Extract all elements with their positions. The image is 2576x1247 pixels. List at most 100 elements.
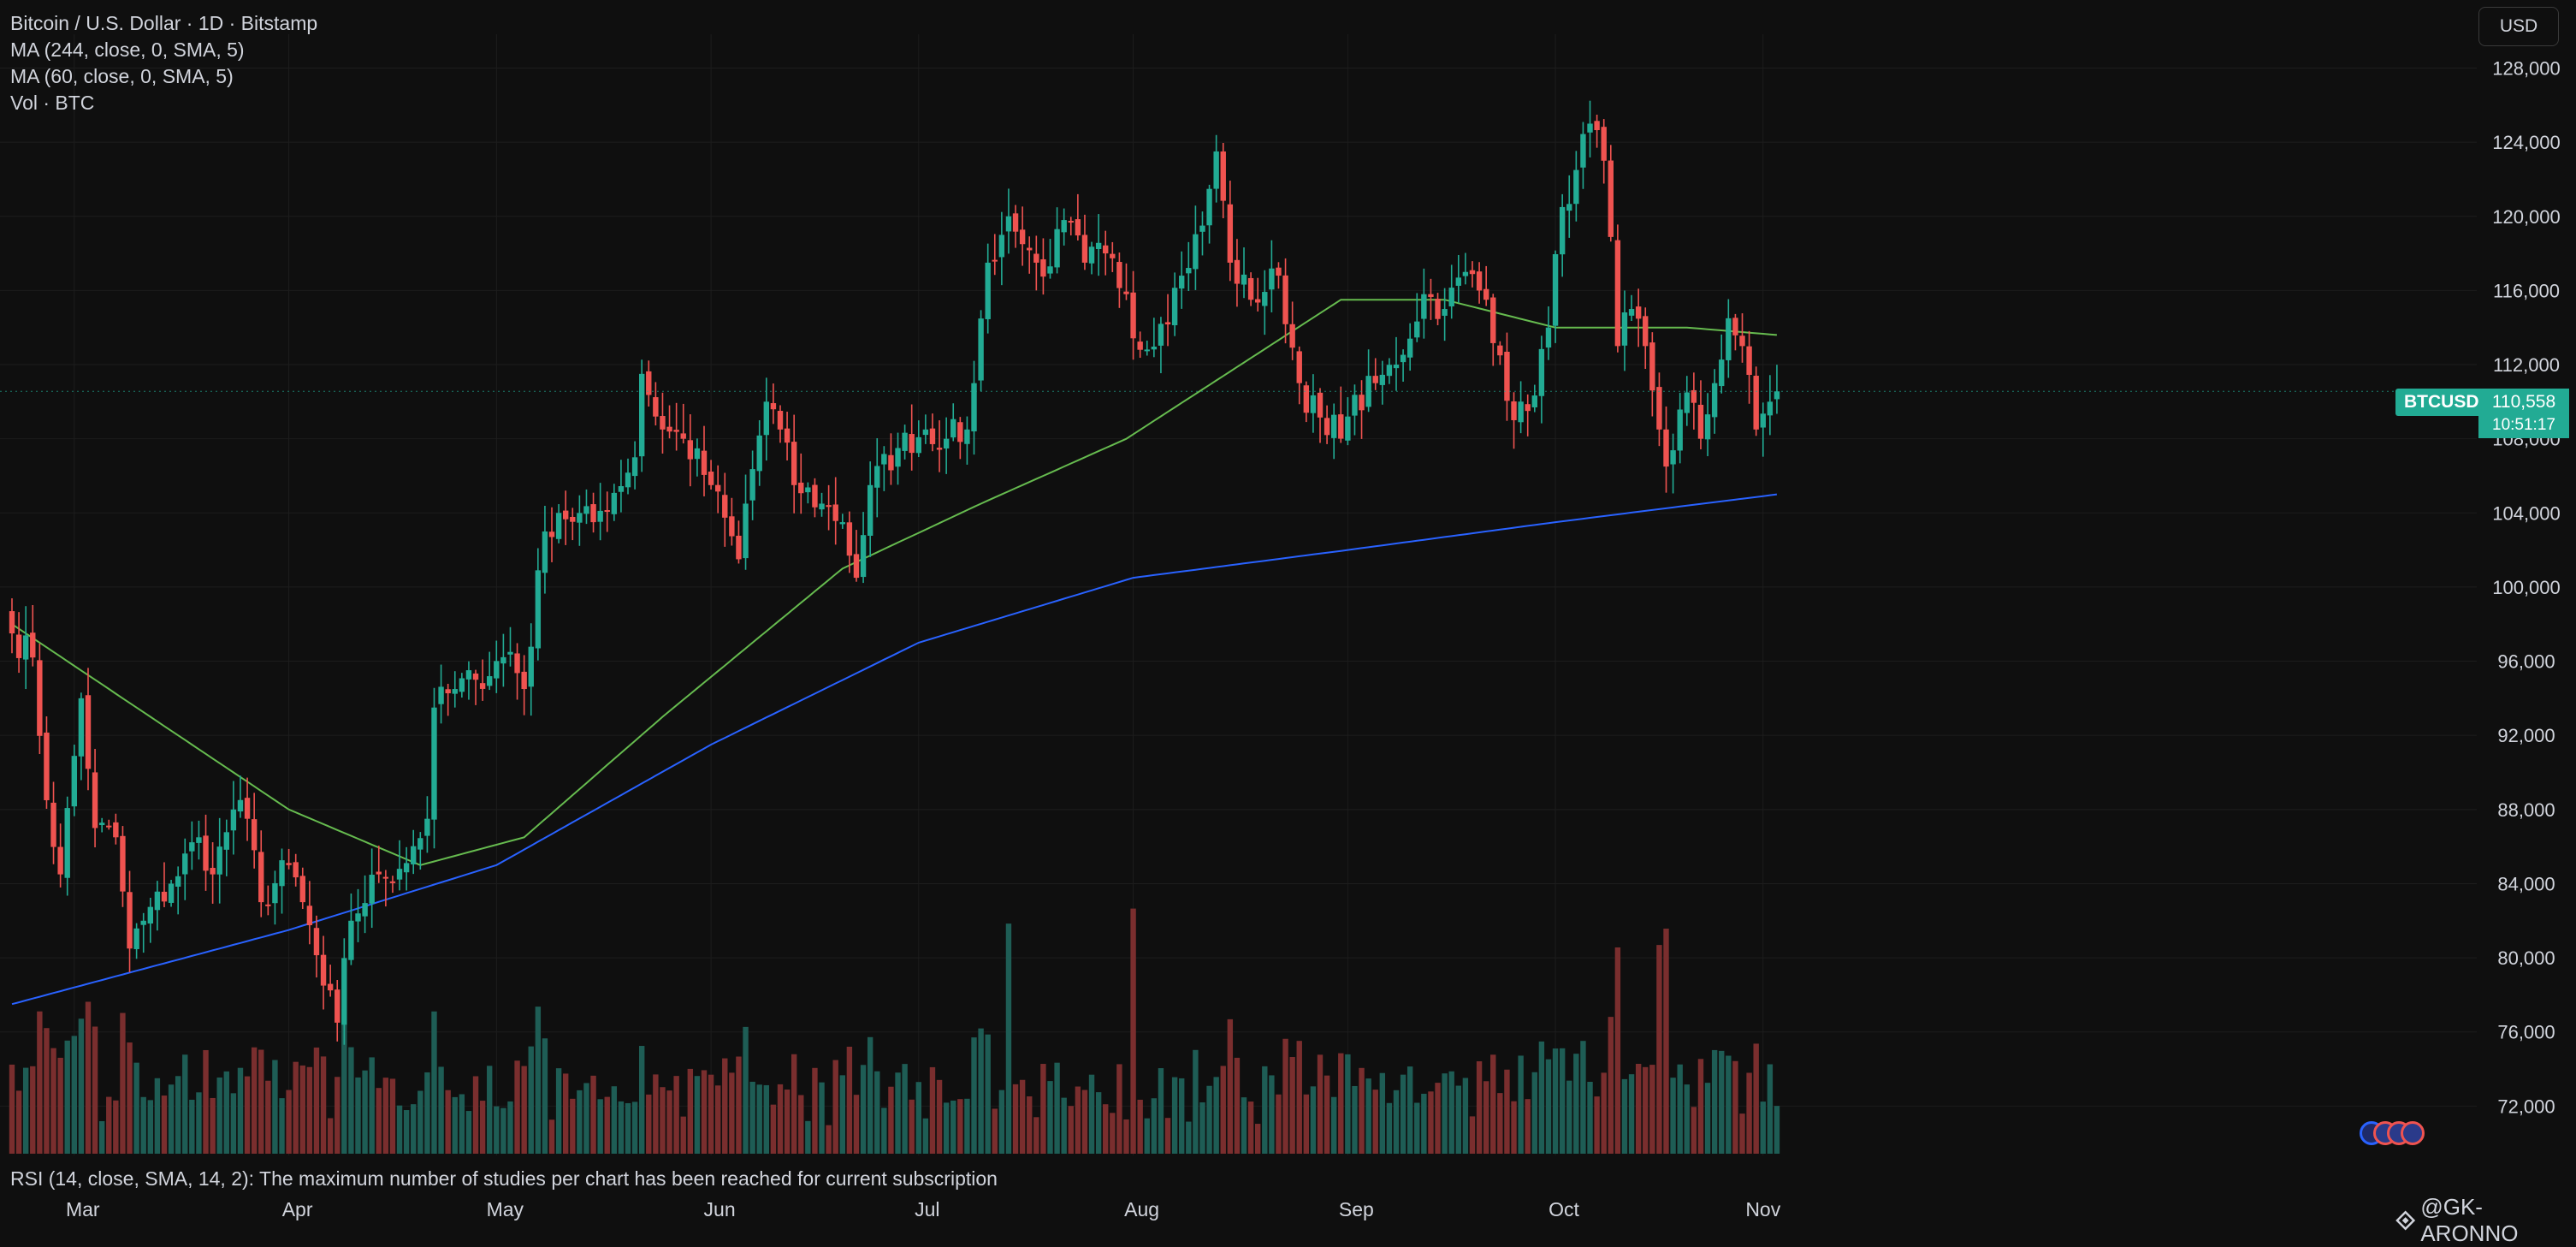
volume-bar	[1462, 1078, 1469, 1154]
candle-body	[376, 871, 382, 875]
volume-bar	[1123, 1119, 1129, 1154]
candle-body	[909, 434, 915, 454]
volume-bar	[293, 1061, 299, 1154]
candle-body	[992, 259, 998, 262]
volume-bar	[265, 1080, 271, 1154]
volume-bar	[98, 1120, 105, 1154]
price-tick-label: 76,000	[2497, 1022, 2555, 1043]
candle-body	[479, 683, 486, 689]
candle-body	[85, 695, 92, 769]
volume-bar	[1511, 1101, 1517, 1154]
candle-body	[611, 492, 618, 514]
candle-body	[1545, 327, 1552, 348]
volume-bar	[507, 1101, 513, 1154]
price-tick-label: 124,000	[2492, 132, 2561, 153]
volume-bar	[411, 1104, 417, 1154]
candle-body	[327, 983, 334, 991]
ma60-legend[interactable]: MA (60, close, 0, SMA, 5)	[10, 65, 234, 87]
time-tick-label: Jun	[704, 1198, 736, 1220]
candle-body	[874, 466, 880, 488]
candle-body	[714, 484, 721, 492]
symbol-title[interactable]: Bitcoin / U.S. Dollar · 1D · Bitstamp	[10, 12, 318, 34]
candle-body	[92, 772, 98, 828]
volume-bar	[812, 1067, 818, 1154]
candle-body	[826, 505, 832, 508]
volume-bar	[1719, 1050, 1725, 1154]
event-badges[interactable]	[2360, 1121, 2425, 1145]
candle-body	[1518, 401, 1524, 423]
volume-bar	[1303, 1094, 1310, 1154]
volume-bar	[528, 1046, 534, 1154]
volume-bar	[1158, 1068, 1164, 1154]
volume-bar	[230, 1093, 237, 1154]
candle-body	[936, 448, 943, 450]
volume-bar	[1746, 1072, 1752, 1154]
candle-body	[472, 673, 479, 680]
candle-body	[722, 495, 728, 518]
candle-body	[1406, 338, 1413, 358]
ma244-legend[interactable]: MA (244, close, 0, SMA, 5)	[10, 39, 245, 61]
price-axis[interactable]: 72,000 76,000 80,000 84,000 88,000 92,000 96,0…	[2492, 57, 2561, 1117]
volume-bar	[701, 1070, 708, 1154]
candle-body	[1137, 341, 1143, 350]
candle-body	[320, 954, 327, 986]
volume-bar	[9, 1064, 15, 1154]
candle-body	[708, 471, 714, 485]
volume-bar	[1469, 1116, 1476, 1154]
candle-body	[819, 503, 825, 510]
volume-bar	[431, 1011, 437, 1154]
candle-body	[1040, 258, 1046, 277]
candle-body	[203, 835, 209, 871]
volume-bar	[1386, 1102, 1393, 1154]
volume-bar	[964, 1098, 970, 1154]
candle-body	[729, 516, 735, 537]
volume-bar	[1628, 1074, 1635, 1154]
volume-bar	[1732, 1060, 1738, 1154]
bar-countdown: 10:51:17	[2492, 416, 2555, 434]
candle-body	[1711, 383, 1718, 418]
candle-body	[113, 822, 119, 838]
volume-bar	[1393, 1090, 1400, 1154]
volume-bar	[1365, 1078, 1371, 1154]
candle-body	[1753, 376, 1759, 430]
volume-bar	[1643, 1066, 1649, 1154]
volume-bar	[1019, 1079, 1026, 1154]
candle-body	[1442, 309, 1448, 316]
candle-body	[161, 891, 168, 902]
candle-body	[604, 510, 610, 513]
candle-body	[1421, 294, 1427, 319]
candle-body	[846, 522, 853, 556]
volume-bar	[369, 1057, 375, 1154]
volume-bar	[445, 1090, 451, 1154]
candle-body	[1324, 418, 1330, 436]
candle-body	[1310, 395, 1317, 413]
volume-bar	[1552, 1048, 1559, 1154]
volume-bar	[1040, 1064, 1046, 1154]
candle-body	[957, 422, 963, 442]
candle-body	[1372, 376, 1378, 383]
volume-legend[interactable]: Vol · BTC	[10, 92, 95, 114]
candle-body	[154, 891, 161, 911]
volume-bar	[92, 1026, 98, 1154]
candle-body	[805, 487, 811, 493]
volume-bar	[465, 1111, 472, 1154]
candle-body	[98, 822, 105, 826]
candle-body	[888, 454, 894, 471]
attribution[interactable]: @GK-ARONNO	[2395, 1194, 2576, 1247]
candle-body	[950, 419, 956, 438]
volume-bar	[1199, 1102, 1205, 1154]
price-tick-label: 72,000	[2497, 1096, 2555, 1117]
flag-badge-icon[interactable]	[2401, 1121, 2425, 1145]
volume-bar	[1110, 1113, 1116, 1154]
time-axis[interactable]: Mar Apr May Jun Jul Aug Sep Oct Nov	[66, 1198, 1781, 1220]
candle-body	[15, 634, 22, 658]
candle-body	[140, 920, 146, 925]
candle-body	[57, 846, 63, 875]
volume-bar	[777, 1084, 784, 1154]
currency-button[interactable]: USD	[2478, 7, 2559, 46]
candle-body	[1483, 288, 1489, 300]
volume-bar	[1525, 1099, 1531, 1154]
volume-bar	[729, 1072, 735, 1154]
candle-body	[1047, 266, 1053, 274]
